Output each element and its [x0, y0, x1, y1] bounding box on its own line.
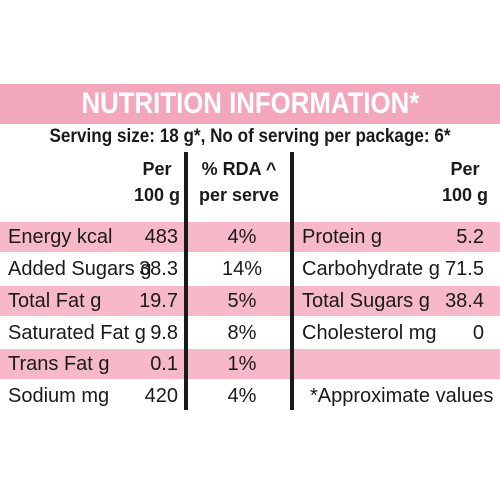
nutrient-name: Cholesterol mg	[302, 322, 437, 344]
panel-title: NUTRITION INFORMATION*	[81, 87, 419, 120]
nutrient-rda: 5%	[227, 290, 257, 312]
nutrient-name: Sodium mg	[8, 385, 110, 407]
nutrient-name: Carbohydrate g	[302, 258, 440, 280]
header-rda-label: % RDA ^	[201, 159, 277, 179]
header-rda: % RDA ^ per serve	[194, 156, 284, 208]
nutrient-rda: 8%	[227, 322, 257, 344]
header-per-serve-label: per serve	[198, 185, 280, 205]
nutrient-value: 0.1	[150, 353, 178, 375]
header-100g-label: 100 g	[441, 185, 489, 205]
nutrient-value: 483	[144, 226, 178, 248]
nutrient-rda: 1%	[227, 353, 257, 375]
nutrient-value: 19.7	[139, 290, 178, 312]
header-per-100g-right: Per 100 g	[440, 156, 490, 208]
nutrient-name: Energy kcal	[8, 226, 113, 248]
footnote: *Approximate values	[310, 385, 494, 407]
nutrient-name: Protein g	[302, 226, 383, 248]
nutrient-name: Total Fat g	[8, 290, 102, 312]
nutrient-value: 71.5	[445, 258, 484, 280]
nutrient-value: 38.4	[445, 290, 484, 312]
title-bar: NUTRITION INFORMATION*	[0, 84, 500, 124]
header-per-100g-left: Per 100 g	[132, 156, 182, 208]
nutrient-name: Added Sugars g	[8, 258, 152, 280]
nutrient-name: Saturated Fat g	[8, 322, 146, 344]
nutrient-rda: 14%	[221, 258, 263, 280]
nutrient-value: 420	[144, 385, 178, 407]
nutrient-value: 38.3	[139, 258, 178, 280]
column-divider	[184, 152, 188, 410]
header-per-label: Per	[142, 159, 172, 179]
row-highlight	[0, 349, 500, 379]
nutrient-value: 0	[472, 322, 484, 344]
serving-info: Serving size: 18 g*, No of serving per p…	[49, 126, 451, 147]
header-per-label: Per	[450, 159, 480, 179]
nutrient-name: Trans Fat g	[8, 353, 110, 375]
nutrient-rda: 4%	[227, 226, 257, 248]
nutrient-name: Total Sugars g	[302, 290, 430, 312]
row-highlight	[0, 222, 500, 252]
column-divider	[290, 152, 294, 410]
nutrient-rda: 4%	[227, 385, 257, 407]
nutrient-value: 9.8	[150, 322, 178, 344]
nutrient-value: 5.2	[456, 226, 484, 248]
header-100g-label: 100 g	[133, 185, 181, 205]
row-highlight	[0, 286, 500, 316]
